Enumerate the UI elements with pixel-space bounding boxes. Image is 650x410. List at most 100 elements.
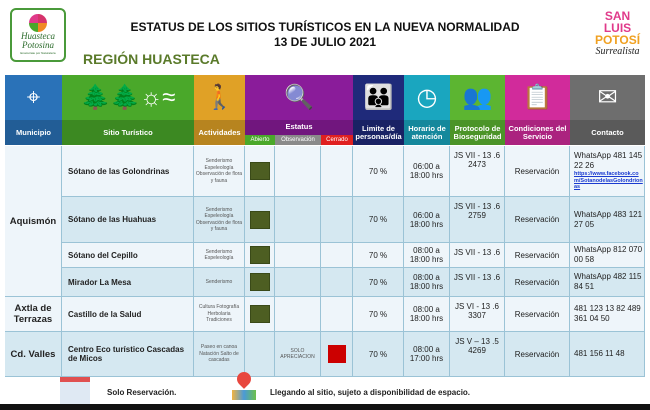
site-cell: Mirador La Mesa [62,268,194,297]
site-cell: Sótano del Cepillo [62,243,194,268]
sitio-icon: 🌲🌲☼≈ [80,84,176,111]
closed-status-marker [327,345,346,363]
service-condition: Reservación [514,309,560,319]
contact-info: WhatsApp 483 121 27 05 [574,209,643,229]
protocol-code: JS VI - 13 .6 3307 [454,302,500,320]
conditions-cell: Reservación [505,268,570,297]
activities-cell: Senderismo Espeleología Observación de f… [194,197,245,243]
column-header-municipio: ⌖ Municipio [5,75,62,145]
san-luis-potosi-logo: SAN LUIS POTOSÍ Surrealista [590,10,645,58]
activities: Senderismo Espeleología [204,248,234,262]
hours-cell: 08:00 a 18:00 hrs [404,268,450,297]
activities-cell: Paseo en canoa Natación Salto de cascada… [194,332,245,377]
horario-icon: ◷ [416,84,438,111]
reservation-legend: Solo Reservación. [107,388,177,397]
contact-info: 481 123 13 82 489 361 04 50 [574,304,641,323]
site-cell: Sótano de las Golondrinas [62,146,194,197]
activities: Senderismo [205,278,233,285]
opening-hours: 08:00 a 18:00 hrs [409,273,444,291]
protocol-code: JS VII - 13 .6 [453,248,501,257]
column-label: Condiciones del Servicio [505,120,570,145]
conditions-cell: Reservación [505,243,570,268]
column-header-estatus: 🔍 Estatus [245,75,353,145]
observacion-cell [275,297,321,332]
bottom-bar [0,404,650,410]
contact-cell: WhatsApp 482 115 84 51 [570,268,645,297]
status-subheader-abierto: Abierto [245,135,275,145]
capacity-limit: 70 % [368,250,388,260]
huasteca-potosina-logo: Huasteca Potosina Enamórate por Naturale… [10,8,66,62]
facebook-link[interactable]: https://www.facebook.com/SotanodelasGolo… [574,171,643,191]
observacion-cell [275,146,321,197]
service-condition: Reservación [514,277,560,287]
conditions-cell: Reservación [505,297,570,332]
status-subheader-cerrado: Cerrado [321,135,353,145]
column-header-condiciones: 📋 Condiciones del Servicio [505,75,570,145]
status-subheader-observacion: Observación [275,135,321,145]
protocol-cell: JS VI - 13 .6 3307 [450,297,505,332]
open-status-marker [249,210,270,229]
site-name: Sótano de las Golondrinas [68,166,170,176]
observacion-cell [275,243,321,268]
hours-cell: 06:00 a 18:00 hrs [404,197,450,243]
open-status-marker [249,162,270,180]
limit-cell: 70 % [353,243,404,268]
protocol-cell: JS VII - 13 .6 2759 [450,197,505,243]
limit-cell: 70 % [353,268,404,297]
observacion-cell: SOLO APRECIACION [275,332,321,377]
conditions-cell: Reservación [505,146,570,197]
column-header-sitio: 🌲🌲☼≈ Sitio Turístico [62,75,194,145]
activities: Paseo en canoa Natación Salto de cascada… [199,344,239,364]
logo-text: SAN LUIS [603,9,632,35]
contact-cell: 481 123 13 82 489 361 04 50 [570,297,645,332]
walkin-legend: Llegando al sitio, sujeto a disponibilid… [270,388,471,397]
cerrado-cell [321,297,353,332]
logo-text: POTOSÍ [594,33,641,47]
contact-info: 481 156 11 48 [574,349,625,358]
protocol-cell: JS VII - 13 .6 [450,243,505,268]
contact-info: WhatsApp 482 115 84 51 [574,272,642,291]
contact-cell: WhatsApp 812 070 00 58 [570,243,645,268]
open-status-marker [249,246,270,264]
protocol-code: JS VII - 13 .6 [453,273,501,282]
site-cell: Castillo de la Salud [62,297,194,332]
estatus-icon: 🔍 [284,84,314,111]
abierto-cell [245,197,275,243]
column-label: Horario de atención [404,120,450,145]
site-cell: Centro Eco turístico Cascadas de Micos [62,332,194,377]
column-header-contacto: ✉ Contacto [570,75,645,145]
municipio-icon: ⌖ [26,83,41,111]
page-title: ESTATUS DE LOS SITIOS TURÍSTICOS EN LA N… [0,20,650,50]
region-heading: REGIÓN HUASTECA [83,51,220,67]
protocol-code: JS VII - 13 .6 2473 [453,151,501,169]
logo-text: Potosina [21,40,54,50]
abierto-cell [245,268,275,297]
abierto-cell [245,146,275,197]
contact-cell: WhatsApp 483 121 27 05 [570,197,645,243]
conditions-cell: Reservación [505,332,570,377]
limit-cell: 70 % [353,146,404,197]
contact-cell: WhatsApp 481 145 22 26 https://www.facebo… [570,146,645,197]
site-name: Mirador La Mesa [68,277,132,287]
logo-text: Huasteca [21,31,55,41]
column-header-limite: 👪 Limite de personas/día [353,75,404,145]
abierto-cell [245,243,275,268]
flower-icon [29,14,47,32]
capacity-limit: 70 % [368,215,388,224]
opening-hours: 06:00 a 18:00 hrs [409,210,444,229]
contacto-icon: ✉ [597,84,618,111]
observacion-cell [275,197,321,243]
protocol-code: JS VII - 13 .6 2759 [453,202,501,220]
service-condition: Reservación [514,250,560,260]
cerrado-cell [321,332,353,377]
cerrado-cell [321,268,353,297]
protocol-cell: JS VII - 13 .6 2473 [450,146,505,197]
hours-cell: 08:00 a 17:00 hrs [404,332,450,377]
activities: Senderismo Espeleología Observación de f… [195,206,243,233]
abierto-cell [245,332,275,377]
column-label: Sitio Turístico [62,120,194,145]
title-date: 13 DE JULIO 2021 [273,35,377,49]
conditions-cell: Reservación [505,197,570,243]
opening-hours: 06:00 a 18:00 hrs [409,162,444,180]
protocolo-icon: 👥 [462,84,493,111]
